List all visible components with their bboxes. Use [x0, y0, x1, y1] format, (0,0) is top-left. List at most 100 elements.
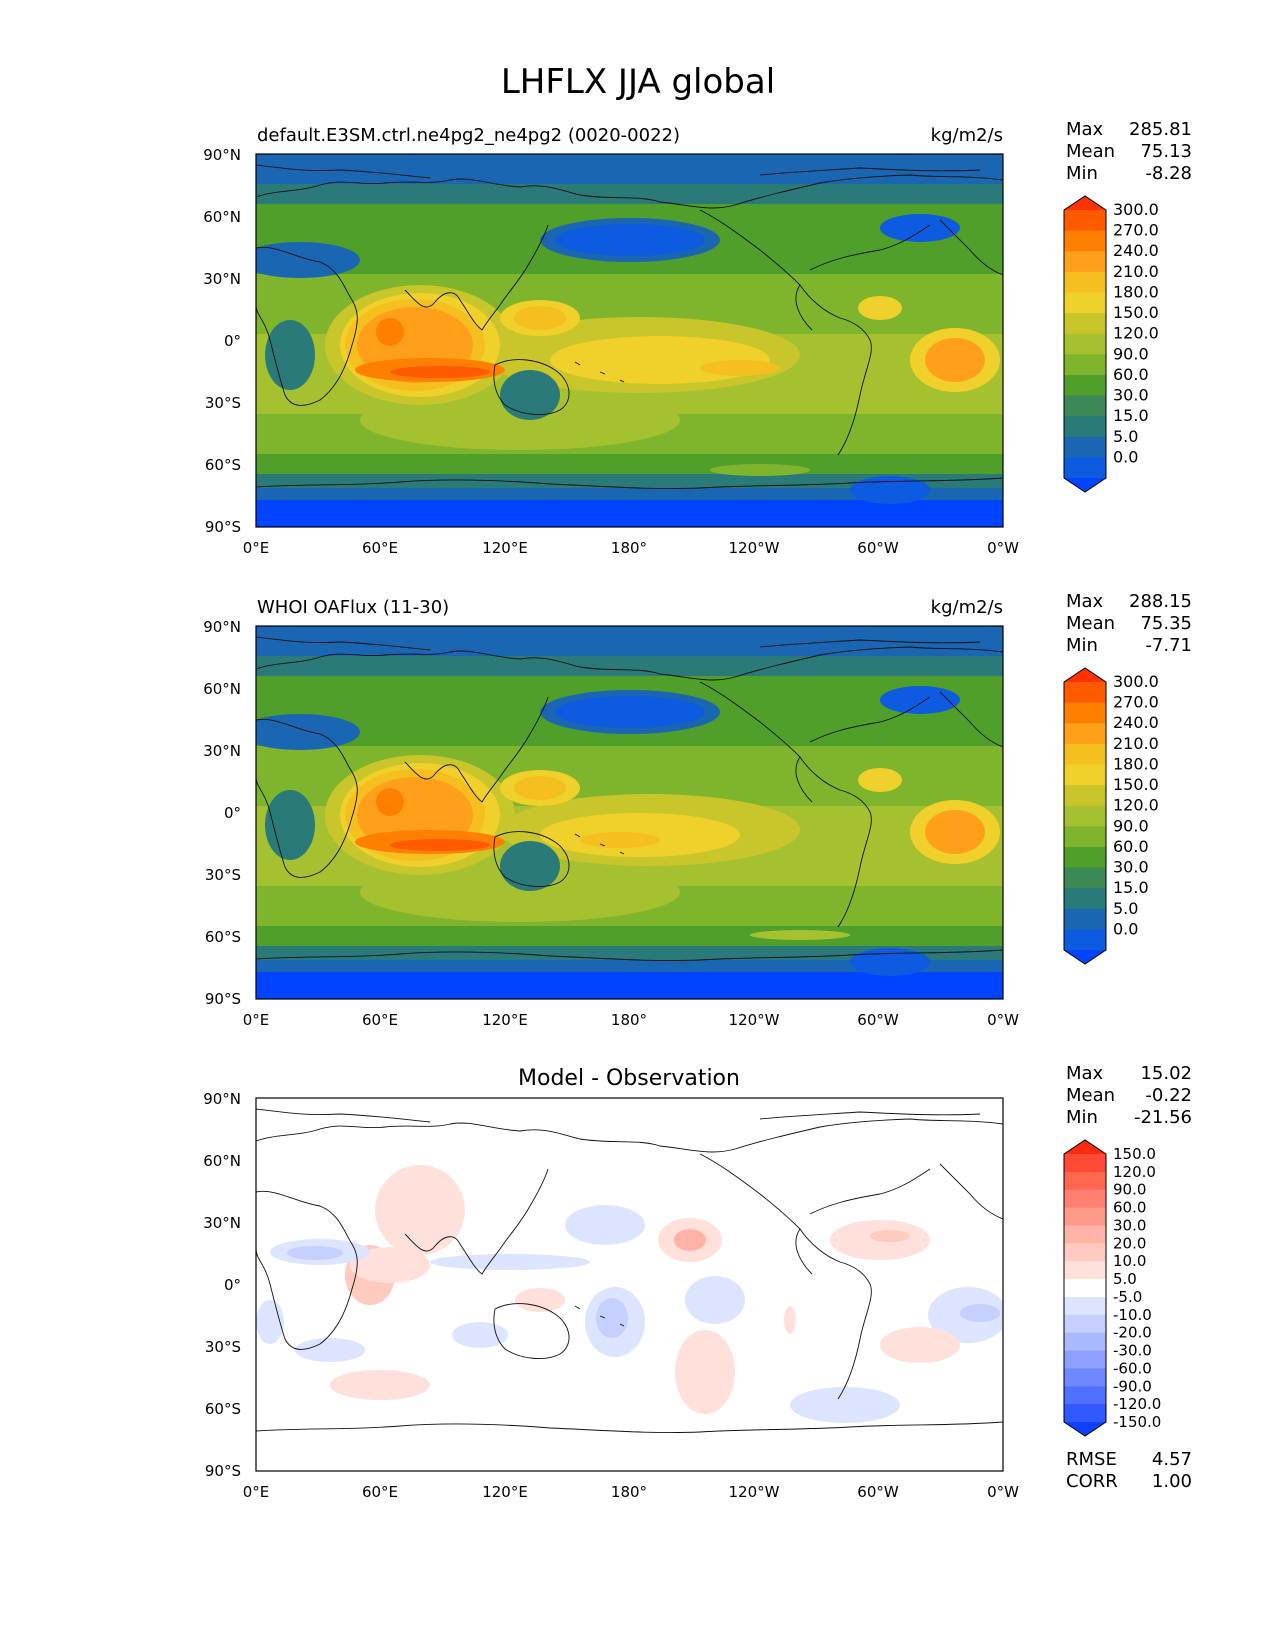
colorbar-segment [1064, 1332, 1106, 1352]
colorbar-tick-label: -5.0 [1113, 1288, 1142, 1306]
corr-value: 1.00 [1152, 1471, 1192, 1492]
lon-tick-label: 120°E [482, 539, 528, 557]
colorbar-tick-label: 210.0 [1113, 262, 1159, 281]
colorbar-tick-label: 240.0 [1113, 241, 1159, 260]
lat-axis: 90°N 60°N 30°N 0° 30°S 60°S 90°S [203, 146, 241, 536]
lat-tick-label: 60°S [205, 1400, 241, 1418]
colorbar-tick-label: 60.0 [1113, 837, 1149, 856]
stat-value-max: 15.02 [1140, 1063, 1192, 1084]
figure-title: LHFLX JJA global [501, 62, 775, 102]
lon-tick-label: 60°E [362, 1011, 398, 1029]
colorbar-extend-max [1064, 668, 1106, 682]
stat-label-max: Max [1066, 591, 1104, 612]
colorbar-tick-label: -90.0 [1113, 1377, 1152, 1395]
colorbar-segment [1064, 682, 1106, 704]
colorbar-segment [1064, 1350, 1106, 1369]
colorbar-segment [1064, 846, 1106, 869]
colorbar-segment [1064, 230, 1106, 252]
stats-box: Max 288.15 Mean 75.35 Min -7.71 [1066, 591, 1192, 656]
colorbar-segment [1064, 1154, 1106, 1173]
coastlines [256, 164, 1003, 489]
colorbar-segment [1064, 888, 1106, 910]
colorbar-segment [1064, 1279, 1106, 1298]
stat-label-max: Max [1066, 1063, 1104, 1084]
lat-tick-label: 30°N [203, 270, 241, 288]
colorbar-segment [1064, 1386, 1106, 1405]
colorbar-tick-label: 0.0 [1113, 919, 1138, 938]
stat-label-min: Min [1066, 635, 1098, 656]
colorbar-segment [1064, 764, 1106, 786]
lat-tick-label: 0° [224, 332, 241, 350]
lat-tick-label: 60°S [205, 456, 241, 474]
lat-tick-label: 30°N [203, 1214, 241, 1232]
stat-value-min: -8.28 [1145, 163, 1192, 184]
map-area [256, 154, 1003, 527]
colorbar-tick-label: 30.0 [1113, 1216, 1146, 1234]
colorbar-segment [1064, 436, 1106, 458]
colorbar-tick-label: -120.0 [1113, 1395, 1161, 1413]
lat-tick-label: 60°N [203, 1152, 241, 1170]
lon-tick-label: 0°W [987, 539, 1019, 557]
stat-value-mean: 75.13 [1140, 141, 1192, 162]
panel-units: kg/m2/s [931, 597, 1003, 618]
coastlines [256, 1108, 1003, 1433]
colorbar-tick-label: 150.0 [1113, 1145, 1156, 1163]
colorbar-extend-max [1064, 1140, 1106, 1154]
lon-tick-label: 120°W [729, 1483, 780, 1501]
lon-tick-label: 60°W [857, 1011, 899, 1029]
colorbar-segment [1064, 702, 1106, 724]
colorbar-tick-label: 20.0 [1113, 1234, 1146, 1252]
lon-tick-label: 120°E [482, 1483, 528, 1501]
lon-tick-label: 60°W [857, 1483, 899, 1501]
lat-tick-label: 30°S [205, 1338, 241, 1356]
colorbar-tick-label: 5.0 [1113, 899, 1138, 918]
lon-tick-label: 0°W [987, 1483, 1019, 1501]
colorbar-segment [1064, 210, 1106, 232]
colorbar-segment [1064, 908, 1106, 930]
colorbar-tick-label: 15.0 [1113, 406, 1149, 425]
panel-model: default.E3SM.ctrl.ne4pg2_ne4pg2 (0020-00… [203, 119, 1192, 557]
stat-value-min: -21.56 [1134, 1107, 1192, 1128]
footer-stats: RMSE 4.57 CORR 1.00 [1066, 1449, 1192, 1492]
lon-tick-label: 0°E [243, 539, 270, 557]
colorbar-tick-label: 0.0 [1113, 447, 1138, 466]
stats-box: Max 15.02 Mean -0.22 Min -21.56 [1066, 1063, 1192, 1128]
colorbar-tick-label: 300.0 [1113, 200, 1159, 219]
lat-tick-label: 90°N [203, 1090, 241, 1108]
colorbar-tick-label: 150.0 [1113, 775, 1159, 794]
colorbar-tick-label: 270.0 [1113, 221, 1159, 240]
lat-tick-label: 30°S [205, 394, 241, 412]
panel-units: kg/m2/s [931, 125, 1003, 146]
colorbar-tick-label: 90.0 [1113, 1181, 1146, 1199]
colorbar-tick-label: 120.0 [1113, 324, 1159, 343]
colorbar-tick-label: 90.0 [1113, 344, 1149, 363]
colorbar-segment [1064, 271, 1106, 293]
map-frame [255, 153, 1004, 528]
colorbar-segment [1064, 416, 1106, 438]
lon-tick-label: 0°E [243, 1011, 270, 1029]
colorbar-tick-label: 60.0 [1113, 365, 1149, 384]
lat-tick-label: 90°S [205, 1462, 241, 1480]
lon-tick-label: 60°W [857, 539, 899, 557]
lat-tick-label: 90°S [205, 990, 241, 1008]
colorbar-segment [1064, 723, 1106, 745]
colorbar-tick-label: 120.0 [1113, 1163, 1156, 1181]
colorbar-tick-label: 180.0 [1113, 282, 1159, 301]
lat-axis: 90°N 60°N 30°N 0° 30°S 60°S 90°S [203, 618, 241, 1008]
lon-tick-label: 0°W [987, 1011, 1019, 1029]
stat-label-min: Min [1066, 1107, 1098, 1128]
stats-box: Max 285.81 Mean 75.13 Min -8.28 [1066, 119, 1192, 184]
colorbar-tick-label: -30.0 [1113, 1342, 1152, 1360]
lat-tick-label: 0° [224, 804, 241, 822]
colorbar-tick-label: -60.0 [1113, 1359, 1152, 1377]
lat-tick-label: 30°N [203, 742, 241, 760]
lat-tick-label: 30°S [205, 866, 241, 884]
colorbar-segment [1064, 1404, 1106, 1423]
colorbar-extend-min [1064, 950, 1106, 964]
colorbar-tick-label: 120.0 [1113, 796, 1159, 815]
panel-title-left: default.E3SM.ctrl.ne4pg2_ne4pg2 (0020-00… [257, 125, 680, 146]
colorbar-segment [1064, 457, 1106, 479]
map-frame [255, 625, 1004, 1000]
